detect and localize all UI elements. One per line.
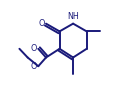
Text: O: O xyxy=(31,44,37,53)
Text: O: O xyxy=(31,62,37,71)
Text: NH: NH xyxy=(68,12,79,21)
Text: O: O xyxy=(38,19,45,28)
